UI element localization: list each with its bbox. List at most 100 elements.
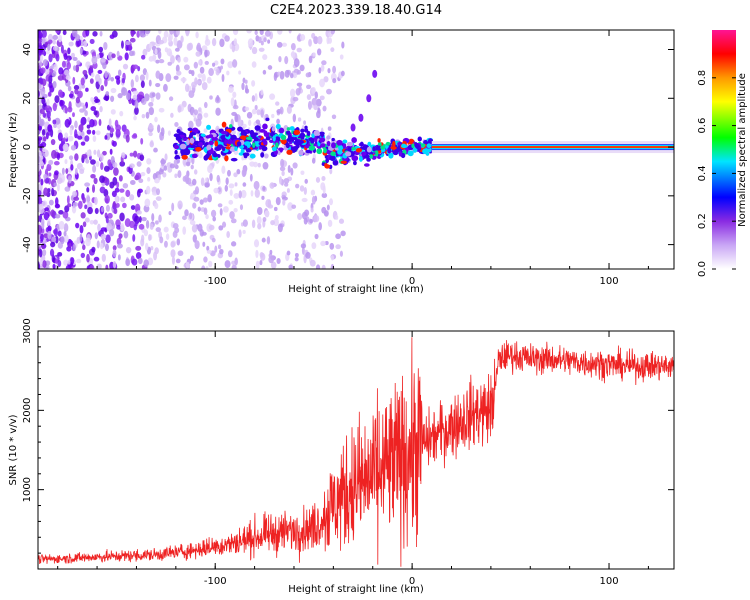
spectrogram-speckle (138, 216, 142, 223)
spectrogram-speckle (204, 38, 211, 46)
spectrogram-speckle (135, 245, 142, 251)
spectrogram-band-cell (265, 117, 270, 122)
spectrogram-speckle (231, 264, 237, 269)
spectrogram-speckle (206, 249, 212, 254)
spectrogram-speckle (79, 168, 85, 175)
spectrogram-speckle (203, 101, 208, 109)
spectrogram-band-cell (186, 139, 190, 146)
y-tick-label: 2000 (22, 398, 33, 423)
spectrogram-speckle (70, 52, 76, 59)
spectrogram-speckle (177, 200, 183, 210)
spectrogram-speckle (40, 218, 45, 226)
spectrogram-speckle (48, 199, 54, 206)
spectrogram-speckle (318, 222, 322, 231)
spectrogram-panel: -100 0 100 -40 -20 0 20 40 Height of straight l… (8, 29, 675, 295)
spectrogram-speckle (221, 165, 226, 175)
spectrogram-speckle (311, 97, 318, 106)
spectrogram-speckle (45, 105, 51, 112)
spectrogram-speckle (278, 55, 282, 63)
spectrogram-speckle (94, 196, 98, 206)
spectrogram-speckle (297, 213, 303, 221)
spectrogram-band-cell (361, 151, 367, 156)
spectrogram-speckle (287, 202, 294, 211)
spectrogram-speckle (320, 182, 326, 191)
spectrogram-band-cell (236, 141, 242, 147)
spectrogram-speckle (335, 215, 339, 220)
spectrogram-speckle (82, 69, 88, 76)
spectrogram-band-cell (221, 121, 227, 128)
spectrogram-speckle (281, 42, 288, 47)
spectrogram-speckle (241, 82, 245, 91)
spectrogram-band-cell (240, 131, 247, 137)
spectrogram-speckle (52, 102, 57, 112)
spectrogram-speckle (63, 234, 69, 243)
spectrogram-band-cell (174, 149, 178, 155)
spectrogram-speckle (75, 222, 80, 229)
spectrogram-speckle (202, 197, 208, 203)
spectrogram-speckle (193, 196, 200, 202)
spectrogram-speckle (189, 255, 194, 262)
spectrogram-speckle (40, 88, 46, 96)
spectrogram-speckle (107, 51, 114, 61)
spectrogram-speckle (43, 211, 50, 221)
spectrogram-speckle (121, 87, 128, 96)
spectrogram-band-cell (251, 132, 259, 136)
spectrogram-speckle (57, 132, 63, 142)
spectrogram-speckle (39, 108, 45, 115)
spectrogram-speckle (209, 95, 213, 100)
spectrogram-speckle (293, 58, 300, 68)
spectrogram-speckle (132, 94, 138, 101)
spectrogram-speckle (311, 86, 316, 94)
spectrogram-speckle (54, 258, 58, 264)
spectrogram-band-cell (375, 145, 382, 151)
spectrogram-speckle (259, 260, 263, 266)
spectrogram-band-cell (224, 155, 229, 162)
spectrogram-speckle (155, 82, 161, 88)
spectrogram-speckle (207, 194, 212, 203)
spectrogram-speckle (247, 38, 254, 48)
spectrogram-speckle (160, 127, 165, 137)
spectrogram-band-cell (300, 128, 305, 133)
spectrogram-speckle (317, 36, 323, 45)
spectrogram-speckle (92, 164, 97, 173)
spectrogram-speckle (307, 100, 312, 110)
spectrogram-speckle (147, 177, 151, 182)
spectrogram-speckle (229, 211, 235, 220)
spectrogram-band-cell (411, 143, 415, 149)
spectrogram-speckle (192, 202, 197, 209)
spectrogram-speckle (116, 129, 120, 135)
spectrogram-speckle (59, 145, 64, 150)
colorbar-tick-label: 0.2 (697, 213, 708, 229)
spectrogram-speckle (283, 125, 289, 133)
spectrogram-speckle (269, 93, 276, 100)
spectrogram-speckle (93, 219, 98, 225)
spectrogram-speckle (93, 177, 98, 185)
spectrogram-band-cell (263, 133, 270, 138)
spectrogram-speckle (255, 249, 259, 259)
spectrogram-speckle (129, 194, 135, 201)
spectrogram-speckle (236, 168, 241, 175)
snr-axes: -100 0 100 1000 2000 3000 (22, 318, 674, 587)
colorbar-gradient (712, 30, 736, 269)
spectrogram-speckle (38, 82, 42, 90)
spectrogram-speckle (231, 260, 236, 265)
spectrogram-speckle (254, 188, 260, 198)
spectrogram-speckle (314, 91, 318, 99)
spectrogram-band-cell (337, 145, 344, 150)
spectrogram-speckle (112, 245, 117, 251)
x-tick-label: -100 (204, 276, 227, 287)
spectrogram-speckle (259, 30, 264, 36)
spectrogram-speckle (244, 106, 250, 111)
spectrogram-speckle (105, 215, 109, 224)
spectrogram-speckle (263, 37, 267, 43)
spectrogram-band-cell (313, 130, 320, 136)
spectrogram-speckle (91, 184, 96, 193)
spectrogram-speckle (47, 124, 53, 132)
spectrogram-speckle (110, 155, 115, 165)
spectrogram-speckle (49, 85, 55, 93)
spectrogram-speckle (131, 258, 138, 266)
spectrogram-speckle (38, 204, 41, 213)
spectrogram-speckle (68, 93, 74, 99)
spectrogram-band-cell (278, 127, 285, 134)
spectrogram-speckle (134, 221, 138, 227)
